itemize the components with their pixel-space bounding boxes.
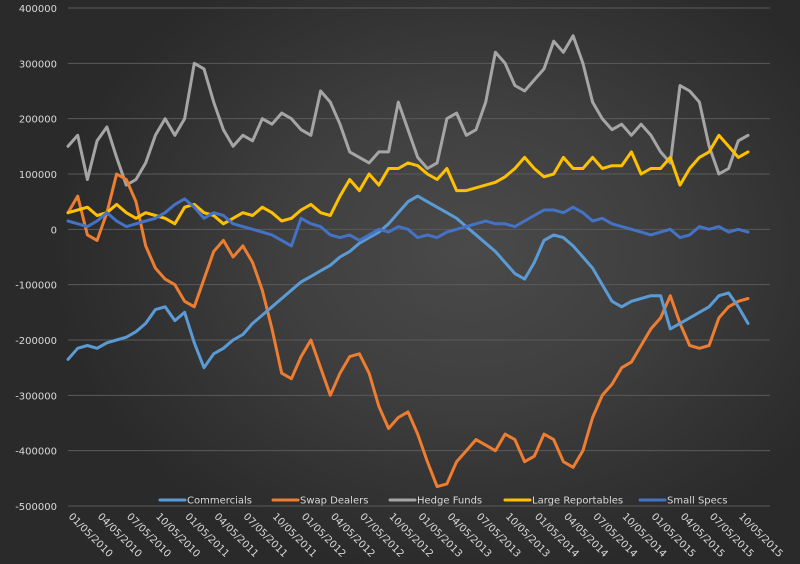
legend-label: Commercials: [187, 496, 252, 507]
y-tick-label: -500000: [15, 502, 57, 513]
series-line-commercials: [66, 194, 750, 370]
y-tick-label: -300000: [15, 391, 57, 402]
y-tick-label: -100000: [15, 281, 57, 292]
y-tick-label: 300000: [19, 59, 57, 70]
series-line-swap-dealers: [66, 172, 750, 489]
y-tick-label: 100000: [19, 170, 57, 181]
y-tick-label: -200000: [15, 336, 57, 347]
legend: Commercials Swap Dealers Hedge Funds Large …: [158, 496, 728, 507]
y-tick-label: 0: [51, 225, 57, 236]
y-tick-label: -400000: [15, 447, 57, 458]
legend-label: Large Reportables: [532, 496, 623, 507]
series-line-hedge-funds: [66, 34, 750, 187]
y-tick-label: 400000: [19, 4, 57, 15]
gridlines: [68, 7, 770, 507]
y-tick-label: 200000: [19, 115, 57, 126]
series-line-large-reportables: [66, 133, 750, 226]
series-line-small-specs: [66, 197, 750, 248]
y-axis-ticks: 400000 300000 200000 100000 0 -100000 -200000 -…: [15, 4, 57, 513]
series-lines: [66, 34, 750, 489]
legend-label: Hedge Funds: [417, 496, 482, 507]
legend-label: Small Specs: [667, 496, 728, 507]
legend-label: Swap Dealers: [300, 496, 368, 507]
x-axis-ticks: 01/05/201004/05/201007/05/201010/05/2010…: [66, 511, 785, 560]
